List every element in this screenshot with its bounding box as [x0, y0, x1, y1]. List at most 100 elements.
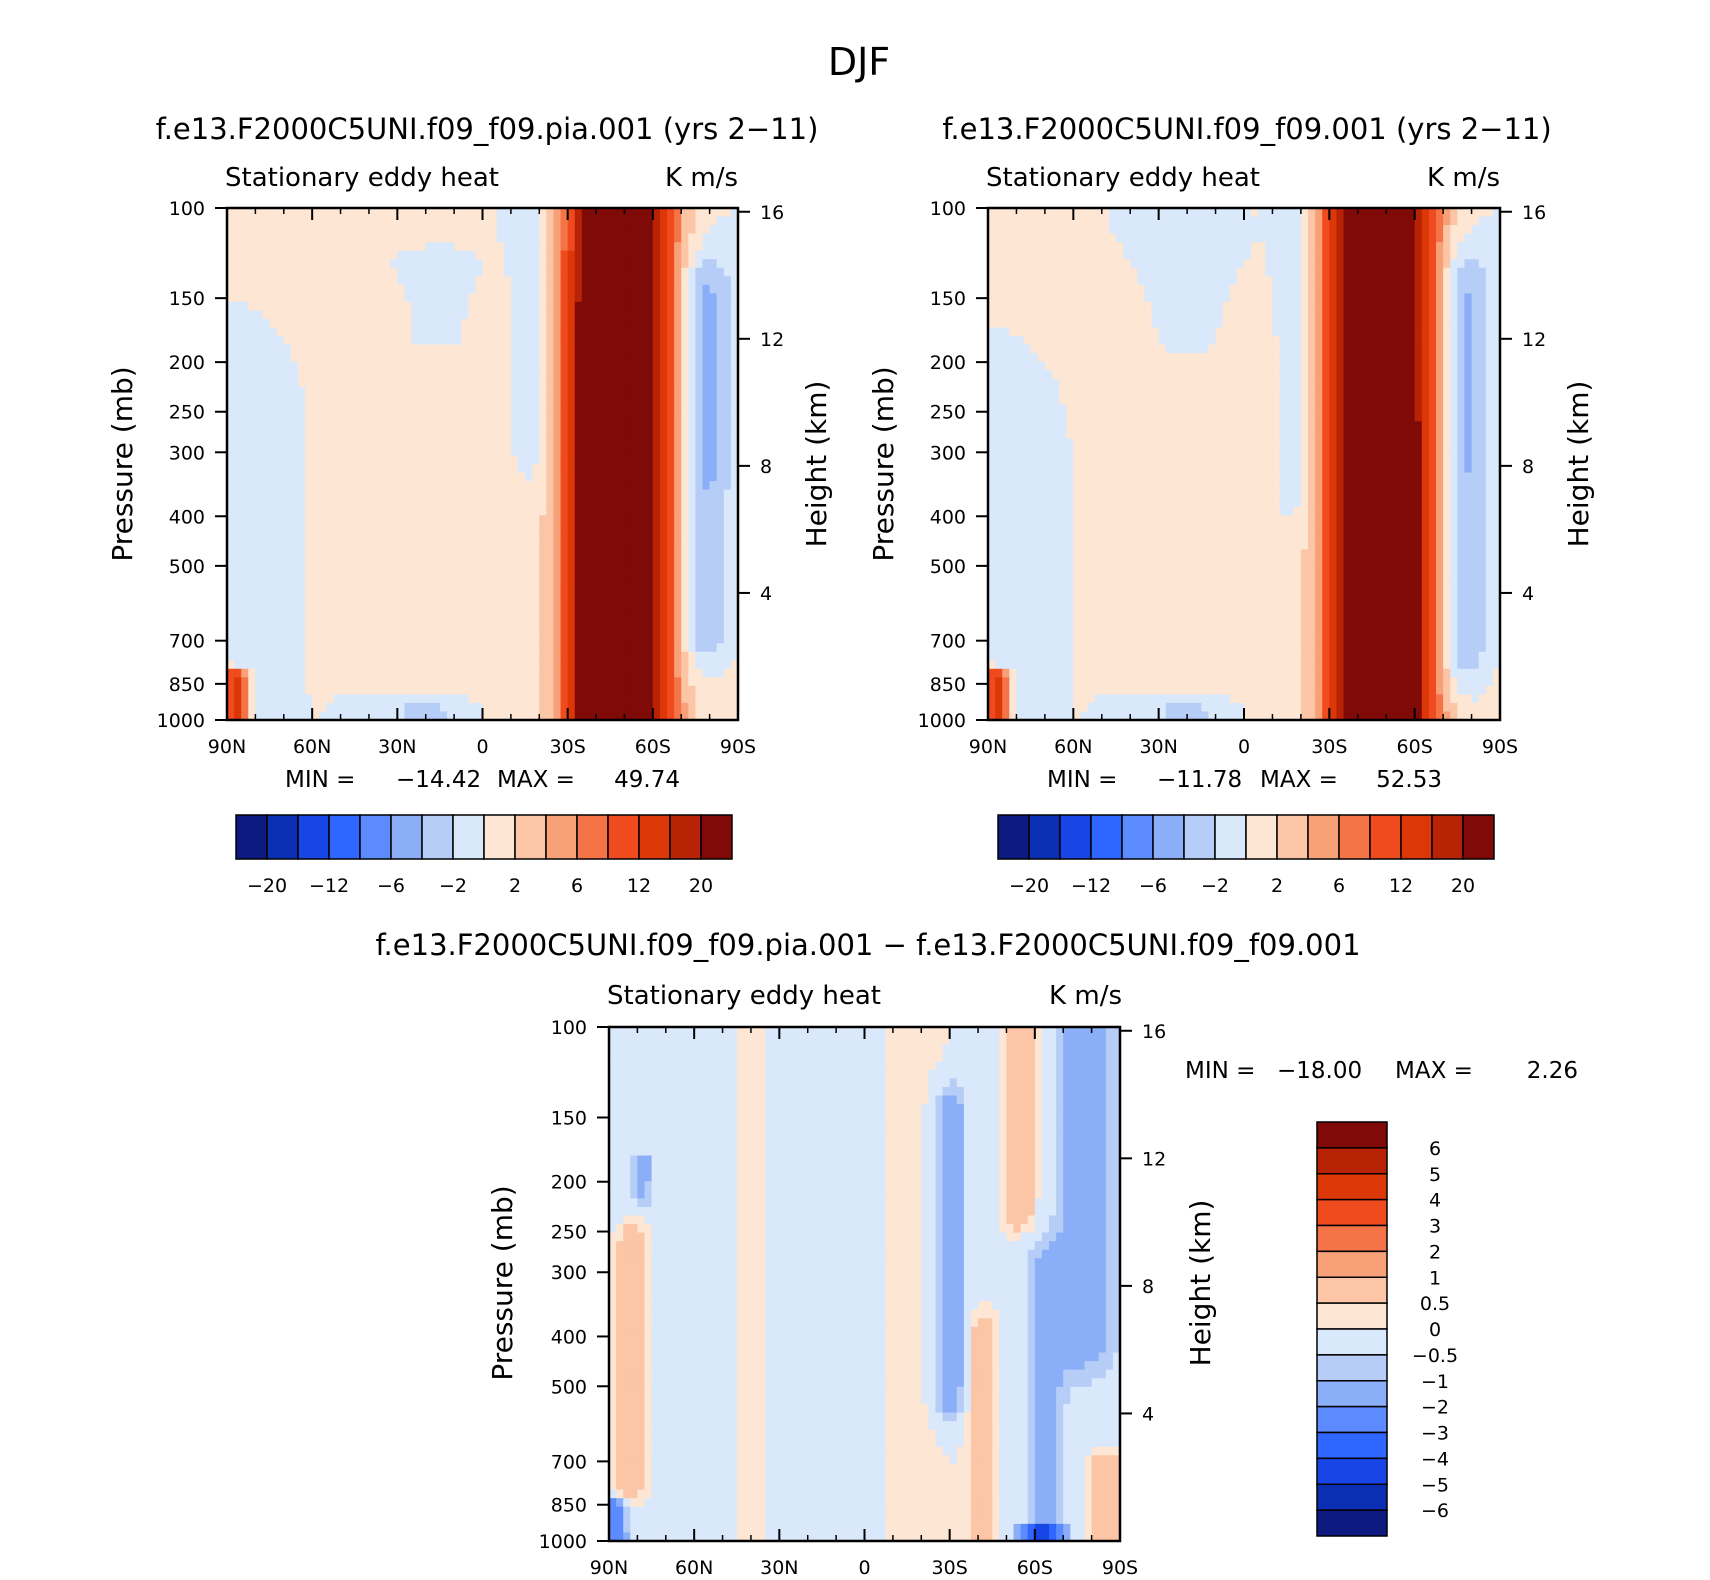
contour-cell — [319, 336, 327, 345]
contour-cell — [376, 225, 384, 234]
contour-cell — [603, 609, 611, 618]
contour-cell — [617, 319, 625, 328]
contour-cell — [632, 703, 640, 712]
contour-cell — [632, 592, 640, 601]
contour-cell — [667, 498, 675, 507]
contour-cell — [1258, 217, 1266, 226]
contour-cell — [270, 618, 278, 627]
contour-cell — [312, 490, 320, 499]
contour-cell — [333, 669, 341, 678]
contour-cell — [277, 558, 285, 567]
contour-cell — [461, 413, 469, 422]
contour-cell — [397, 276, 405, 285]
contour-cell — [475, 268, 483, 277]
contour-cell — [291, 481, 299, 490]
contour-cell — [688, 379, 696, 388]
contour-cell — [355, 455, 363, 464]
contour-cell — [539, 490, 547, 499]
contour-cell — [539, 217, 547, 226]
contour-cell — [603, 276, 611, 285]
contour-cell — [1038, 242, 1046, 251]
contour-cell — [1116, 268, 1124, 277]
contour-cell — [241, 558, 249, 567]
contour-cell — [305, 387, 313, 396]
contour-cell — [504, 217, 512, 226]
contour-cell — [539, 276, 547, 285]
contour-cell — [454, 455, 462, 464]
contour-cell — [589, 609, 597, 618]
contour-cell — [383, 618, 391, 627]
contour-cell — [596, 430, 604, 439]
contour-cell — [1351, 234, 1359, 243]
contour-cell — [1265, 234, 1273, 243]
panel2: f.e13.F2000C5UNI.f09_f09.001 (yrs 2−11) … — [867, 112, 1595, 897]
contour-cell — [355, 558, 363, 567]
contour-cell — [319, 285, 327, 294]
contour-cell — [561, 370, 569, 379]
contour-cell — [674, 319, 682, 328]
contour-cell — [277, 327, 285, 336]
contour-cell — [674, 490, 682, 499]
contour-cell — [298, 293, 306, 302]
contour-cell — [490, 293, 498, 302]
contour-cell — [490, 558, 498, 567]
contour-cell — [1265, 259, 1273, 268]
contour-cell — [504, 669, 512, 678]
contour-cell — [632, 396, 640, 405]
contour-cell — [1152, 234, 1160, 243]
contour-cell — [461, 703, 469, 712]
contour-cell — [653, 345, 661, 354]
contour-cell — [262, 302, 270, 311]
contour-cell — [483, 251, 491, 260]
contour-cell — [440, 421, 448, 430]
contour-cell — [312, 660, 320, 669]
contour-cell — [1322, 242, 1330, 251]
contour-cell — [667, 217, 675, 226]
contour-cell — [1386, 225, 1394, 234]
contour-cell — [426, 703, 434, 712]
contour-cell — [248, 362, 256, 371]
contour-cell — [419, 473, 427, 482]
contour-cell — [695, 379, 703, 388]
contour-cell — [1237, 234, 1245, 243]
contour-cell — [1287, 217, 1295, 226]
contour-cell — [703, 566, 711, 575]
contour-cell — [546, 276, 554, 285]
contour-cell — [305, 677, 313, 686]
contour-cell — [404, 353, 412, 362]
contour-cell — [639, 490, 647, 499]
contour-cell — [575, 353, 583, 362]
contour-cell — [1386, 259, 1394, 268]
contour-cell — [575, 234, 583, 243]
contour-cell — [596, 473, 604, 482]
contour-cell — [341, 345, 349, 354]
contour-cell — [298, 515, 306, 524]
contour-cell — [262, 353, 270, 362]
contour-cell — [404, 430, 412, 439]
contour-cell — [433, 234, 441, 243]
contour-cell — [333, 507, 341, 516]
contour-cell — [412, 447, 420, 456]
contour-cell — [433, 302, 441, 311]
contour-cell — [426, 242, 434, 251]
contour-cell — [483, 362, 491, 371]
contour-cell — [724, 618, 732, 627]
contour-cell — [255, 515, 263, 524]
contour-cell — [632, 694, 640, 703]
contour-cell — [639, 302, 647, 311]
contour-cell — [355, 353, 363, 362]
contour-cell — [461, 302, 469, 311]
contour-cell — [539, 703, 547, 712]
contour-cell — [703, 327, 711, 336]
contour-cell — [369, 413, 377, 422]
contour-cell — [348, 217, 356, 226]
contour-cell — [518, 353, 526, 362]
contour-cell — [1294, 268, 1302, 277]
contour-cell — [376, 336, 384, 345]
contour-cell — [426, 592, 434, 601]
contour-cell — [355, 694, 363, 703]
contour-cell — [553, 447, 561, 456]
contour-cell — [703, 225, 711, 234]
contour-cell — [710, 413, 718, 422]
contour-cell — [504, 259, 512, 268]
